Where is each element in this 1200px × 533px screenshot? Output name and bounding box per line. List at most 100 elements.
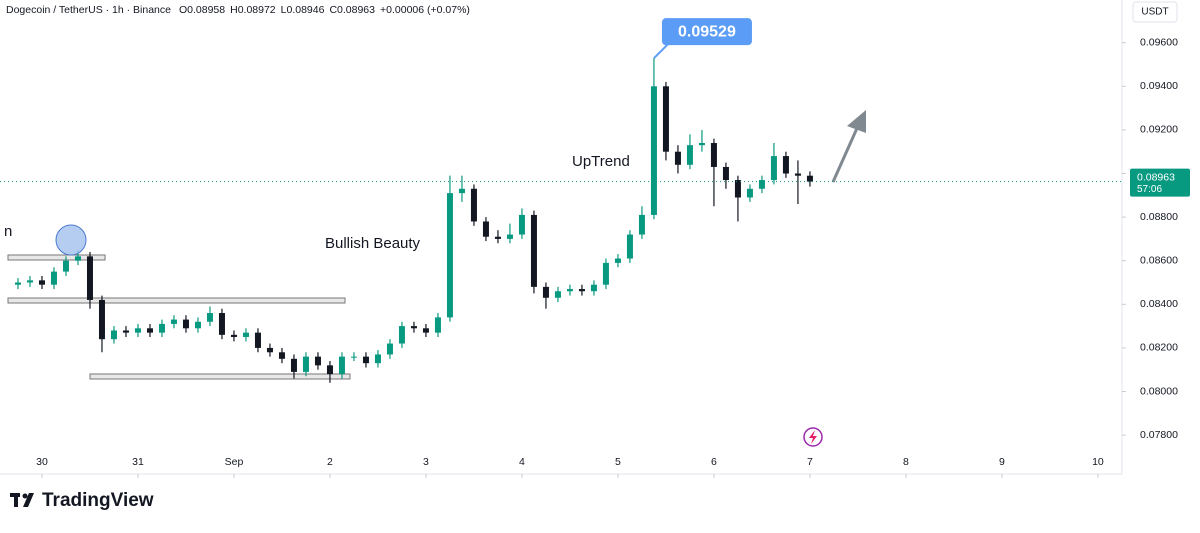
candles bbox=[14, 58, 813, 383]
candle-body bbox=[734, 180, 741, 198]
x-tick-label: 9 bbox=[999, 456, 1005, 468]
candle-body bbox=[722, 166, 729, 181]
trend-arrow-head bbox=[847, 110, 866, 133]
callout-pointer bbox=[653, 43, 669, 59]
countdown: 57:06 bbox=[1137, 184, 1162, 195]
candle-body bbox=[698, 142, 705, 146]
candle-body bbox=[674, 151, 681, 165]
candle-body bbox=[530, 214, 537, 287]
alert-bolt[interactable] bbox=[809, 430, 817, 444]
candle-body bbox=[38, 280, 45, 285]
candle-body bbox=[602, 262, 609, 285]
candle-body bbox=[206, 313, 213, 322]
brand-logo bbox=[10, 493, 34, 507]
candle-body bbox=[794, 173, 801, 176]
ohlc-value: L0.08946 bbox=[281, 4, 325, 16]
x-tick-label: 5 bbox=[615, 456, 621, 468]
resistance-line bbox=[7, 297, 346, 304]
candle-body bbox=[386, 343, 393, 355]
candle-body bbox=[806, 175, 813, 182]
annotation: n bbox=[4, 223, 12, 240]
currency-box[interactable] bbox=[1132, 1, 1178, 23]
candle-body bbox=[146, 328, 153, 333]
y-tick-label: 0.08200 bbox=[1140, 342, 1178, 354]
candle-body bbox=[638, 214, 645, 235]
symbol-title: Dogecoin / TetherUS · 1h · Binance bbox=[6, 4, 171, 16]
y-tick-label: 0.07800 bbox=[1140, 429, 1178, 441]
candle-body bbox=[650, 86, 657, 215]
candle-body bbox=[518, 214, 525, 235]
ohlc-value: O0.08958 bbox=[179, 4, 225, 16]
x-tick-label: 10 bbox=[1092, 456, 1104, 468]
x-tick-label: 6 bbox=[711, 456, 717, 468]
y-tick-label: 0.09600 bbox=[1140, 36, 1178, 48]
alert-icon[interactable] bbox=[803, 427, 823, 447]
x-tick-label: 31 bbox=[132, 456, 144, 468]
logo-part bbox=[22, 493, 28, 499]
logo-part bbox=[23, 493, 34, 507]
ohlc-legend: O0.08958 H0.08972 L0.08946 C0.08963 +0.00006… bbox=[179, 4, 470, 16]
candle-body bbox=[566, 289, 573, 292]
annotation: Bullish Beauty bbox=[325, 235, 421, 252]
candle-body bbox=[770, 156, 777, 181]
candle-body bbox=[194, 321, 201, 329]
x-tick-label: 3 bbox=[423, 456, 429, 468]
candle-body bbox=[494, 236, 501, 239]
highlight-circle bbox=[55, 224, 87, 256]
candle-body bbox=[662, 86, 669, 152]
candle-body bbox=[122, 330, 129, 333]
y-tick-label: 0.08400 bbox=[1140, 298, 1178, 310]
candle-body bbox=[218, 313, 225, 335]
candle-body bbox=[446, 193, 453, 318]
ohlc-value: +0.00006 (+0.07%) bbox=[380, 4, 470, 16]
x-tick-label: Sep bbox=[225, 456, 244, 468]
candle-body bbox=[134, 328, 141, 333]
candle-body bbox=[686, 145, 693, 165]
candle-body bbox=[614, 258, 621, 263]
candle-body bbox=[302, 356, 309, 372]
y-tick-label: 0.08000 bbox=[1140, 385, 1178, 397]
x-tick-label: 4 bbox=[519, 456, 525, 468]
y-tick-label: 0.09400 bbox=[1140, 80, 1178, 92]
support-zone bbox=[7, 254, 106, 261]
candle-body bbox=[26, 280, 33, 283]
candle-body bbox=[266, 347, 273, 353]
support-line bbox=[89, 373, 351, 380]
y-tick-label: 0.08600 bbox=[1140, 254, 1178, 266]
x-tick-label: 30 bbox=[36, 456, 48, 468]
candle-body bbox=[458, 188, 465, 194]
y-tick-label: 0.08800 bbox=[1140, 211, 1178, 223]
candle-body bbox=[14, 282, 21, 285]
candle-body bbox=[278, 352, 285, 359]
candle-body bbox=[62, 260, 69, 272]
currency: USDT bbox=[1141, 7, 1168, 18]
candle-body bbox=[434, 317, 441, 333]
candle-body bbox=[326, 365, 333, 375]
candle-body bbox=[290, 358, 297, 372]
trend-arrow bbox=[831, 125, 860, 183]
x-tick-label: 7 bbox=[807, 456, 813, 468]
candle-body bbox=[230, 334, 237, 338]
candle-body bbox=[74, 256, 81, 261]
candle-body bbox=[554, 291, 561, 298]
brand-name: TradingView bbox=[42, 490, 154, 511]
candle-body bbox=[626, 234, 633, 259]
candle-body bbox=[350, 356, 357, 358]
callout-box bbox=[661, 18, 752, 46]
candle-body bbox=[242, 332, 249, 338]
candle-body bbox=[98, 299, 105, 340]
candle-body bbox=[482, 221, 489, 237]
ohlc-value: C0.08963 bbox=[329, 4, 375, 16]
logo-part bbox=[14, 493, 18, 507]
x-tick-label: 8 bbox=[903, 456, 909, 468]
candle-body bbox=[782, 156, 789, 174]
candle-body bbox=[578, 289, 585, 292]
callout-label: 0.09529 bbox=[678, 23, 736, 40]
ohlc-value: H0.08972 bbox=[230, 4, 276, 16]
candle-body bbox=[422, 328, 429, 333]
candle-body bbox=[362, 356, 369, 364]
candle-body bbox=[86, 256, 93, 300]
candle-body bbox=[410, 326, 417, 329]
